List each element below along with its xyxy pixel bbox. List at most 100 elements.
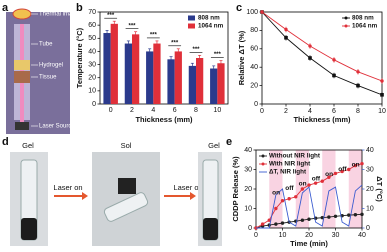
- marker: [360, 161, 364, 166]
- marker: [280, 199, 285, 203]
- y2-tick-label: 40: [366, 147, 374, 154]
- panel-label: b: [76, 2, 83, 14]
- marker: [284, 27, 288, 32]
- y-tick-label: 70: [88, 9, 96, 16]
- marker: [260, 10, 264, 14]
- y-axis-label: Temperature (°C): [75, 27, 84, 88]
- legend-label: Without NIR light: [269, 153, 321, 160]
- marker: [327, 215, 331, 219]
- annotation: on: [352, 162, 360, 169]
- x-tick-label: 10: [213, 107, 221, 114]
- marker: [380, 79, 384, 83]
- y-tick-label: 0: [248, 225, 252, 232]
- bar: [103, 33, 111, 104]
- y-tick-label: 20: [244, 186, 252, 193]
- x-tick-label: 10: [378, 108, 386, 115]
- marker: [284, 35, 288, 40]
- diagram-label: Laser Source: [39, 124, 75, 130]
- y-tick-label: 40: [250, 64, 258, 71]
- legend-label: 808 nm: [352, 15, 374, 22]
- marker: [313, 181, 318, 185]
- diagram-label: Tube: [39, 42, 53, 48]
- state-label: Gel: [208, 141, 220, 150]
- y-tick-label: 50: [88, 35, 96, 42]
- marker: [274, 206, 278, 211]
- gel: [21, 218, 37, 240]
- marker: [332, 73, 336, 78]
- y-tick-label: 40: [88, 48, 96, 55]
- laser-device: [118, 178, 136, 194]
- x-tick-label: 10: [279, 232, 287, 239]
- plot-frame: [261, 11, 383, 105]
- legend-swatch: [188, 15, 195, 21]
- significance-label: ***: [150, 32, 158, 38]
- marker: [360, 212, 364, 217]
- marker: [356, 83, 360, 88]
- y-tick-label: 30: [88, 61, 96, 68]
- x-tick-label: 6: [173, 107, 177, 114]
- marker: [274, 222, 278, 226]
- significance-label: ***: [107, 13, 115, 19]
- marker: [320, 215, 324, 220]
- x-tick-label: 4: [308, 108, 312, 115]
- annotation: on: [272, 190, 280, 197]
- x-tick-label: 2: [130, 107, 134, 114]
- y2-tick-label: 0: [366, 225, 370, 232]
- x-tick-label: 4: [151, 107, 155, 114]
- y-tick-label: 60: [88, 22, 96, 29]
- y-tick-label: 10: [88, 88, 96, 95]
- legend-marker: [261, 162, 265, 166]
- series-line: [261, 11, 383, 82]
- bar: [167, 59, 175, 104]
- x-tick-label: 30: [332, 232, 340, 239]
- marker: [308, 44, 312, 48]
- series-line: [261, 11, 383, 96]
- x-tick-label: 20: [305, 232, 313, 239]
- legend-label: 1064 nm: [198, 23, 224, 30]
- y-tick-label: 0: [254, 101, 258, 108]
- arrow-label: Laser on: [53, 183, 82, 192]
- diagram-label: Tissue: [39, 75, 57, 81]
- bar: [124, 43, 132, 104]
- marker: [333, 171, 338, 176]
- marker: [300, 187, 305, 191]
- bar: [132, 34, 140, 104]
- annotation: on: [325, 171, 333, 178]
- panel-label: c: [236, 2, 242, 14]
- significance-label: ***: [128, 23, 136, 29]
- nir-on-region: [269, 150, 283, 228]
- marker: [300, 218, 305, 222]
- legend-label: 1064 nm: [352, 23, 378, 30]
- legend-marker: [261, 154, 265, 158]
- x-axis-label: Time (min): [290, 239, 328, 248]
- panel-label: e: [226, 136, 232, 148]
- arrow-head: [190, 192, 196, 200]
- significance-label: ***: [214, 52, 222, 58]
- y-axis-label: CDDP Release (%): [231, 156, 240, 222]
- legend-label: 808 nm: [198, 15, 220, 22]
- panel-label: d: [2, 136, 9, 148]
- y-tick-label: 60: [250, 46, 258, 53]
- legend-label: ΔT, NIR light: [269, 169, 307, 176]
- bar: [196, 58, 204, 104]
- arrow-label: Laser off: [173, 183, 203, 192]
- diagram-label: Thermal image: [39, 12, 80, 18]
- panel-label: a: [2, 2, 9, 14]
- marker: [267, 218, 271, 222]
- marker: [347, 167, 351, 172]
- marker: [380, 93, 384, 97]
- y2-tick-label: 30: [366, 166, 374, 173]
- x-tick-label: 2: [284, 108, 288, 115]
- legend-swatch: [188, 23, 195, 29]
- bar: [153, 43, 161, 104]
- x-tick-label: 8: [194, 107, 198, 114]
- marker: [327, 175, 331, 179]
- annotation: on: [299, 180, 307, 187]
- marker: [280, 221, 285, 225]
- diagram-label: Hydrogel: [39, 63, 63, 69]
- marker: [340, 169, 344, 174]
- y-tick-label: 20: [88, 75, 96, 82]
- laser-source: [15, 122, 29, 130]
- y-tick-label: 10: [244, 205, 252, 212]
